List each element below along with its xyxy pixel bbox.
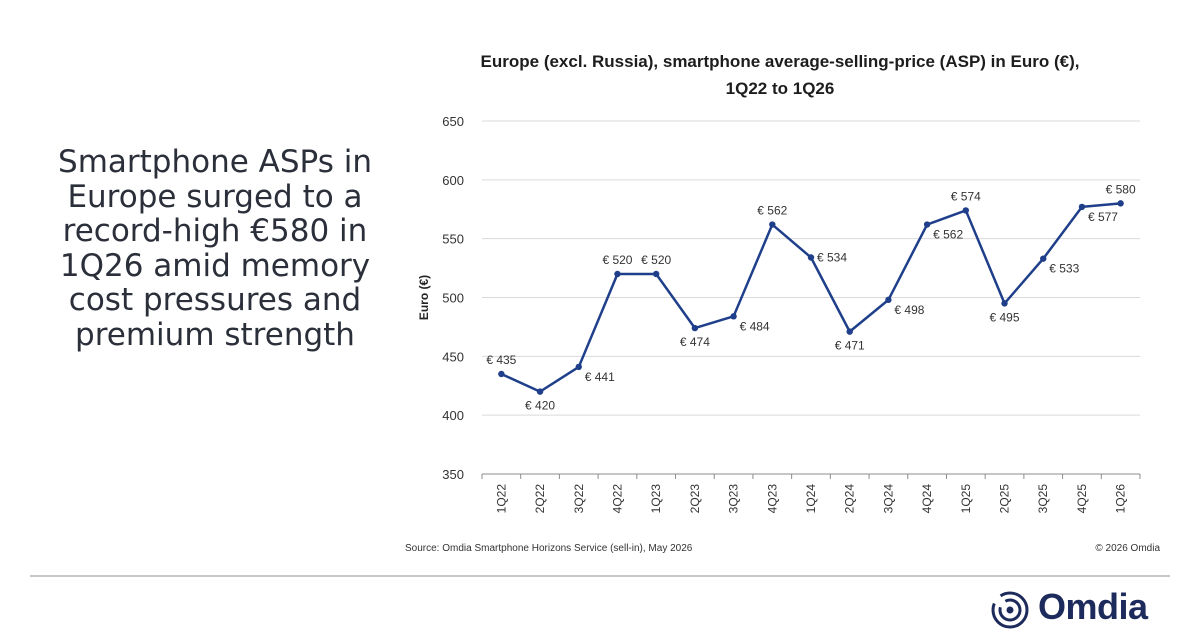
data-label: € 420 [525,399,555,413]
data-label: € 520 [641,253,671,267]
data-point [1001,300,1008,307]
x-tick-label: 1Q22 [494,484,508,514]
x-tick-label: 1Q23 [649,484,663,514]
x-tick-label: 4Q24 [920,484,934,514]
y-tick-label: 500 [442,291,464,306]
y-tick-label: 350 [442,467,464,482]
source-note: Source: Omdia Smartphone Horizons Servic… [405,543,693,554]
chart-title-line-2: 1Q22 to 1Q26 [725,79,835,98]
data-point [885,296,892,304]
y-axis-title: Euro (€) [417,275,431,320]
x-tick-label: 3Q22 [572,484,586,514]
data-point [652,270,660,278]
x-tick-label: 4Q25 [1075,484,1089,514]
omdia-logo-icon [991,591,1029,629]
data-label: € 574 [951,189,981,203]
x-tick-label: 3Q23 [727,484,741,514]
x-tick-label: 2Q23 [688,484,702,514]
data-point [498,370,505,378]
data-label: € 534 [817,250,847,264]
x-tick-label: 4Q22 [610,484,624,514]
x-tick-label: 1Q26 [1114,484,1128,514]
x-tick-label: 2Q24 [843,484,857,514]
data-point [536,388,544,395]
data-label: € 471 [835,339,865,353]
divider [30,575,1170,577]
data-point [807,254,815,261]
chart-title: Europe (excl. Russia), smartphone averag… [380,48,1180,102]
data-label: € 577 [1088,210,1118,224]
x-tick-label: 1Q24 [804,484,818,514]
data-label: € 441 [585,370,615,384]
x-tick-label: 3Q25 [1036,484,1050,514]
y-tick-label: 650 [442,114,464,129]
data-label: € 580 [1106,182,1136,196]
data-point [769,221,776,228]
copyright-note: © 2026 Omdia [1095,543,1160,554]
y-tick-label: 450 [442,349,464,364]
y-tick-label: 600 [442,173,464,188]
omdia-logo-text: Omdia [1038,586,1148,627]
x-tick-label: 3Q24 [881,484,895,514]
x-tick-label: 4Q23 [765,484,779,514]
data-point [1078,203,1086,211]
data-label: € 435 [486,353,516,367]
x-tick-label: 2Q25 [998,484,1012,514]
data-label: € 562 [757,204,787,218]
data-label: € 520 [602,253,632,267]
x-tick-label: 1Q25 [959,484,973,514]
data-point [846,328,853,335]
data-label: € 562 [933,228,963,242]
data-label: € 495 [990,310,1020,324]
data-point [962,207,970,214]
omdia-logo: Omdia [990,586,1170,629]
data-point [730,313,737,320]
y-tick-label: 550 [442,232,464,247]
data-point [1040,255,1047,262]
data-point [691,324,699,332]
x-tick-label: 2Q22 [533,484,547,514]
data-label: € 484 [740,319,770,333]
chart-title-line-1: Europe (excl. Russia), smartphone averag… [480,52,1080,71]
headline: Smartphone ASPs in Europe surged to a re… [58,144,372,353]
data-point [575,363,582,371]
data-point [614,270,621,278]
y-tick-label: 400 [442,408,464,423]
data-label: € 498 [894,303,924,317]
data-label: € 474 [680,335,710,349]
data-point [1117,200,1124,207]
data-label: € 533 [1049,262,1079,276]
data-point [923,221,931,228]
